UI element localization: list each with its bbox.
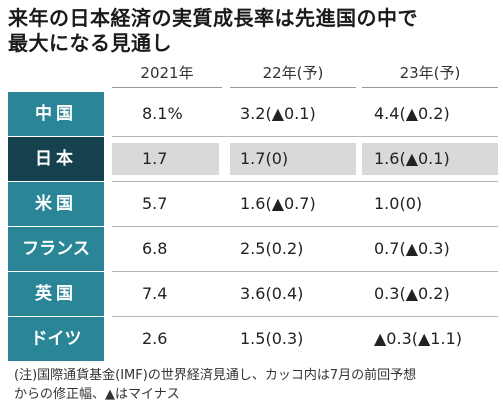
footnote-line-1: (注)国際通貨基金(IMF)の世界経済見通し、カッコ内は7月の前回予想 <box>14 368 417 383</box>
row-divider <box>112 271 498 272</box>
footnote: (注)国際通貨基金(IMF)の世界経済見通し、カッコ内は7月の前回予想 からの修… <box>14 366 499 404</box>
table-cell: 1.5(0.3) <box>240 329 304 348</box>
country-label: ドイツ <box>8 317 104 361</box>
header-rule <box>362 87 498 88</box>
table-cell: 2.5(0.2) <box>240 239 304 258</box>
table-cell: 1.6(▲0.7) <box>240 194 316 213</box>
table-cell: 0.7(▲0.3) <box>374 239 450 258</box>
row-divider <box>112 316 498 317</box>
table-row: 米国 5.7 1.6(▲0.7) 1.0(0) <box>0 182 503 226</box>
table-cell: 2.6 <box>142 329 168 348</box>
country-label: 中国 <box>8 92 104 136</box>
country-label: 日本 <box>8 137 104 181</box>
table-cell: 1.7(0) <box>230 143 356 175</box>
table-cell: 0.3(▲0.2) <box>374 284 450 303</box>
table-cell: 1.7 <box>112 143 219 175</box>
title-line-2: 最大になる見通し <box>8 31 172 55</box>
country-label: フランス <box>8 227 104 271</box>
title-line-1: 来年の日本経済の実質成長率は先進国の中で <box>8 6 418 30</box>
row-divider <box>112 226 498 227</box>
table-header: 2021年 22年(予) 23年(予) <box>0 62 503 86</box>
row-divider <box>112 181 498 182</box>
column-header-23: 23年(予) <box>399 64 461 82</box>
header-rule <box>112 87 222 88</box>
table-cell: 8.1% <box>142 104 183 123</box>
table-row: 中国 8.1% 3.2(▲0.1) 4.4(▲0.2) <box>0 92 503 136</box>
table-cell: 4.4(▲0.2) <box>374 104 450 123</box>
table-cell: 3.2(▲0.1) <box>240 104 316 123</box>
table-row: 日本 1.7 1.7(0) 1.6(▲0.1) <box>0 137 503 181</box>
table-cell: 5.7 <box>142 194 168 213</box>
table-cell: 7.4 <box>142 284 168 303</box>
row-divider <box>112 136 498 137</box>
table-row: ドイツ 2.6 1.5(0.3) ▲0.3(▲1.1) <box>0 317 503 361</box>
table-row: 英国 7.4 3.6(0.4) 0.3(▲0.2) <box>0 272 503 316</box>
table-cell: 1.0(0) <box>374 194 423 213</box>
column-header-22: 22年(予) <box>262 64 324 82</box>
column-header-2021: 2021年 <box>140 64 194 82</box>
country-label: 米国 <box>8 182 104 226</box>
table-cell: 3.6(0.4) <box>240 284 304 303</box>
table-cell: ▲0.3(▲1.1) <box>374 329 462 348</box>
table-row: フランス 6.8 2.5(0.2) 0.7(▲0.3) <box>0 227 503 271</box>
table-cell: 6.8 <box>142 239 168 258</box>
table-cell: 1.6(▲0.1) <box>362 143 498 175</box>
country-label: 英国 <box>8 272 104 316</box>
chart-title: 来年の日本経済の実質成長率は先進国の中で 最大になる見通し <box>8 6 498 56</box>
footnote-line-2: からの修正幅、▲はマイナス <box>14 387 180 402</box>
header-rule <box>230 87 356 88</box>
